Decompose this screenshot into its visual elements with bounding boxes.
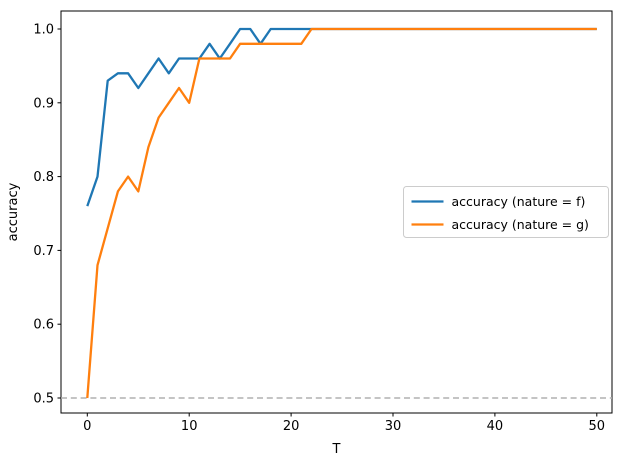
y-tick-label: 1.0 [33, 23, 54, 38]
y-tick-label: 0.9 [33, 96, 54, 111]
series-line-g [86, 27, 597, 399]
y-axis-label: accuracy [6, 182, 21, 241]
legend-box [403, 186, 609, 238]
x-tick-label: 10 [181, 419, 198, 434]
x-tick-label: 50 [589, 419, 606, 434]
y-tick-label: 0.7 [33, 244, 54, 259]
series-line-f [86, 27, 597, 207]
x-tick-label: 40 [487, 419, 504, 434]
plot-frame [60, 10, 613, 414]
x-tick-label: 0 [83, 419, 91, 434]
y-tick-label: 0.5 [33, 392, 54, 407]
y-tick-label: 0.6 [33, 318, 54, 333]
legend-entry-label: accuracy (nature = g) [452, 217, 589, 232]
x-tick-label: 20 [283, 419, 300, 434]
x-axis-label: T [332, 442, 341, 457]
x-tick-label: 30 [385, 419, 402, 434]
y-tick-label: 0.8 [33, 170, 54, 185]
legend-entry-label: accuracy (nature = f) [452, 194, 586, 209]
